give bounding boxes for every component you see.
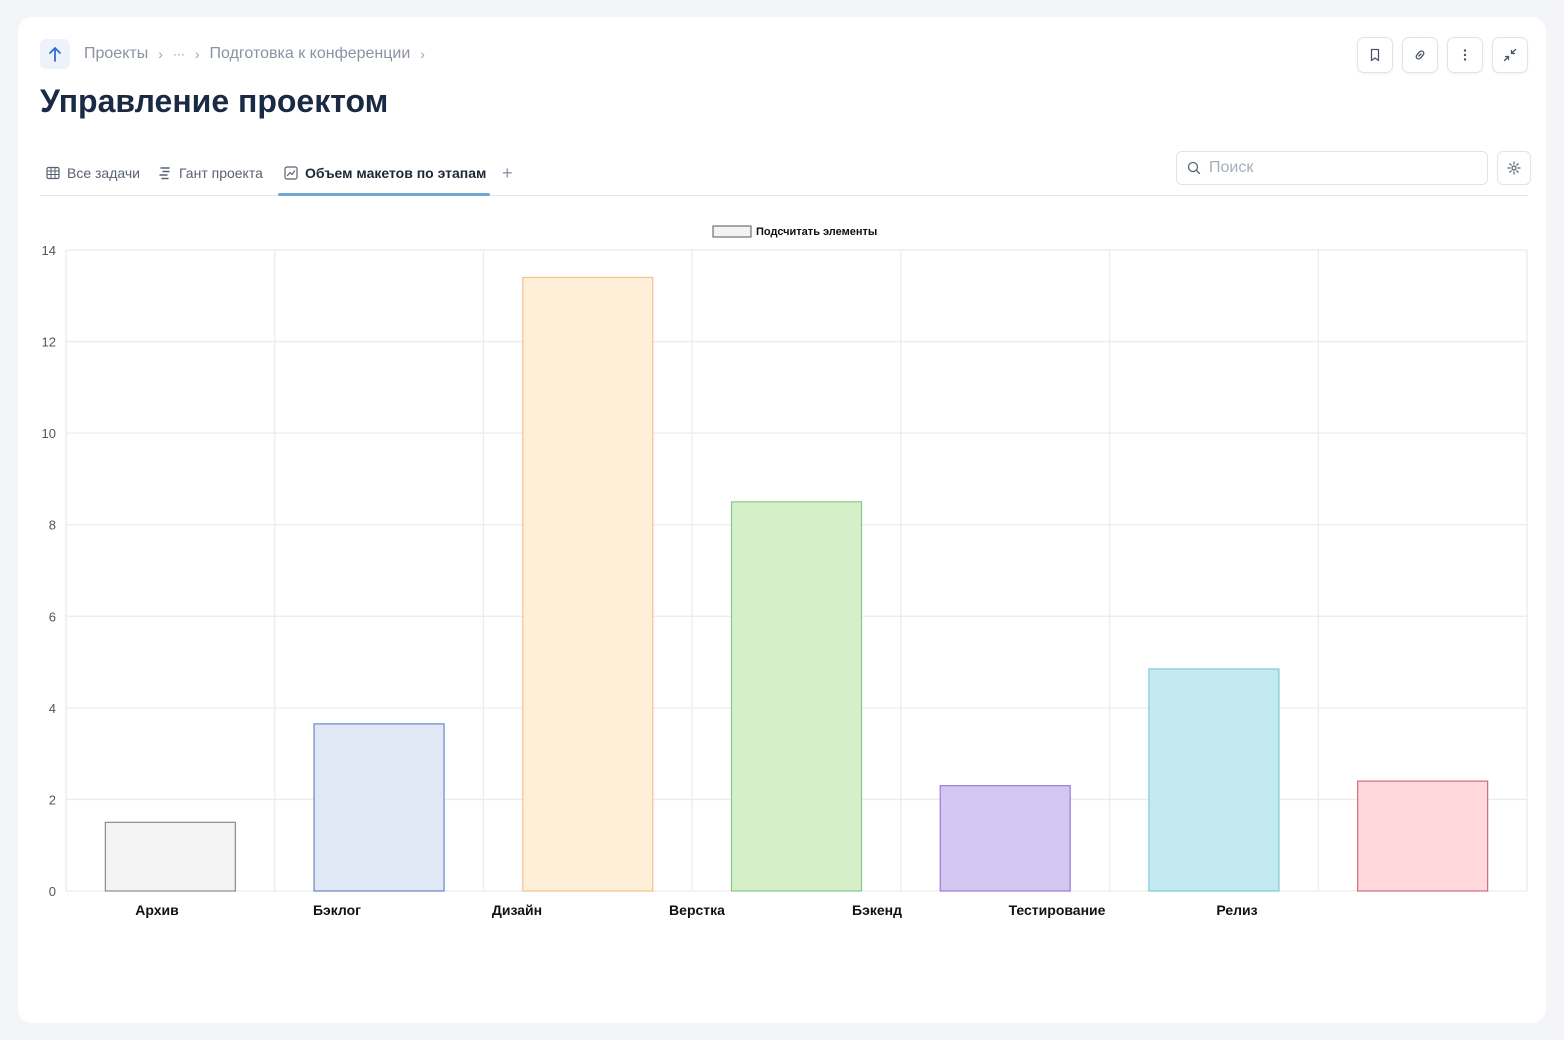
tab-label: Гант проекта: [179, 165, 263, 181]
breadcrumb-item-projects[interactable]: Проекты: [84, 45, 149, 62]
search-input[interactable]: [1207, 158, 1471, 178]
chevron-right-icon: ›: [420, 46, 425, 62]
chart-legend[interactable]: Подсчитать элементы: [712, 225, 877, 238]
tab-gantt[interactable]: Гант проекта: [158, 157, 263, 189]
y-tick-label: 12: [42, 335, 56, 350]
chevron-right-icon: ›: [194, 46, 200, 62]
active-tab-indicator: [278, 193, 490, 196]
y-tick-label: 6: [49, 609, 56, 624]
bar[interactable]: [522, 276, 654, 892]
x-tick-label: Архив: [135, 902, 179, 918]
x-axis: Архив Бэклог Дизайн Верстка Бэкенд Тестирован…: [135, 902, 1257, 918]
y-axis: 0 2 4 6 8 10 12 14: [42, 243, 56, 899]
breadcrumb-ellipsis[interactable]: ···: [172, 47, 185, 61]
x-tick-label: Бэклог: [313, 902, 361, 918]
y-tick-label: 8: [49, 518, 56, 533]
collapse-icon: [1503, 48, 1517, 62]
page-title: Управление проектом: [40, 83, 389, 119]
gear-icon: [1507, 161, 1521, 175]
arrow-up-icon: [49, 47, 61, 62]
x-tick-label: Релиз: [1216, 902, 1257, 918]
tab-label: Объем макетов по этапам: [305, 165, 487, 181]
table-icon: [46, 166, 60, 180]
bar[interactable]: [939, 785, 1071, 892]
legend-swatch: [712, 225, 752, 238]
y-tick-label: 14: [42, 243, 56, 258]
bar[interactable]: [104, 821, 236, 892]
breadcrumb-item-conference[interactable]: Подготовка к конференции: [209, 45, 411, 62]
search-icon: [1187, 161, 1201, 175]
bookmark-button[interactable]: [1357, 37, 1393, 73]
header-actions: [1357, 37, 1528, 73]
y-tick-label: 2: [49, 792, 56, 807]
breadcrumb: Проекты › ··· › Подготовка к конференции…: [84, 45, 435, 63]
tab-all-tasks[interactable]: Все задачи: [46, 157, 140, 189]
link-icon: [1415, 50, 1425, 60]
y-tick-label: 0: [49, 884, 56, 899]
settings-button[interactable]: [1497, 151, 1531, 185]
bar[interactable]: [1357, 780, 1489, 892]
y-tick-label: 4: [49, 701, 56, 716]
x-tick-label: Дизайн: [492, 902, 542, 918]
collapse-button[interactable]: [1492, 37, 1528, 73]
bar[interactable]: [313, 723, 445, 892]
bookmark-icon: [1370, 48, 1380, 62]
back-button[interactable]: [40, 39, 70, 69]
add-tab-button[interactable]: +: [502, 162, 513, 183]
chart-bars: [104, 276, 1489, 892]
bar[interactable]: [730, 501, 863, 892]
search-box: [1176, 151, 1488, 185]
x-tick-label: Тестирование: [1009, 902, 1106, 918]
legend-label: Подсчитать элементы: [756, 226, 877, 238]
top-bar: Проекты › ··· › Подготовка к конференции…: [40, 37, 1528, 73]
y-tick-label: 10: [42, 426, 56, 441]
chevron-right-icon: ›: [158, 46, 163, 62]
gantt-icon: [159, 167, 170, 180]
copy-link-button[interactable]: [1402, 37, 1438, 73]
x-tick-label: Верстка: [669, 902, 725, 918]
more-button[interactable]: [1447, 37, 1483, 73]
x-tick-label: Бэкенд: [852, 902, 902, 918]
tab-label: Все задачи: [67, 165, 140, 181]
chart-icon: [284, 166, 298, 180]
more-vertical-icon: [1463, 49, 1467, 61]
bar[interactable]: [1148, 668, 1280, 892]
tab-layouts-by-stage[interactable]: Объем макетов по этапам: [284, 157, 486, 189]
view-tabs: Все задачи Гант проекта Объем макетов по…: [40, 151, 1531, 196]
